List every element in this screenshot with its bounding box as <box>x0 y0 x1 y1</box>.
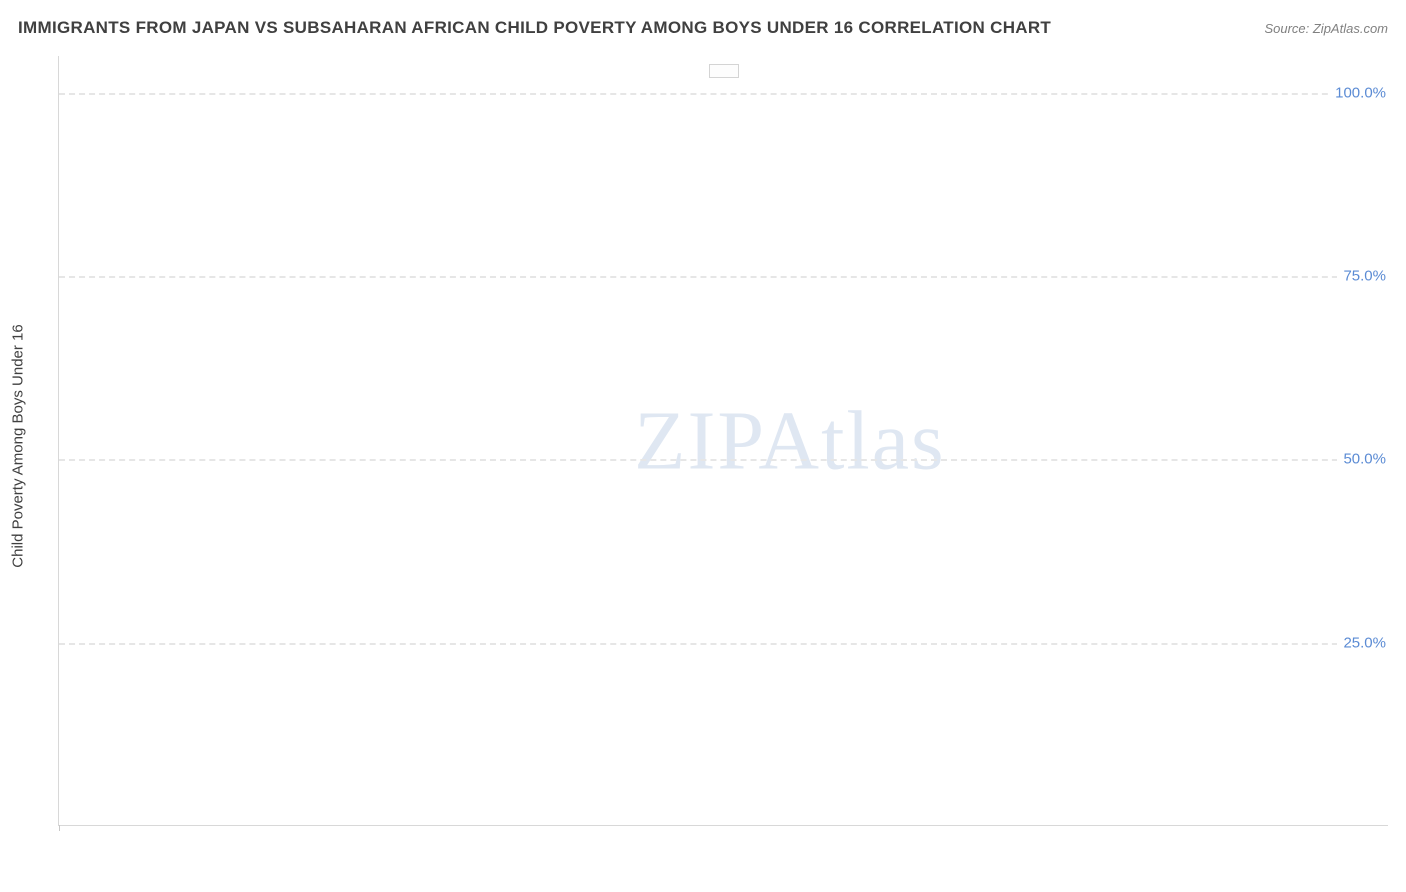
x-tick <box>59 825 60 831</box>
y-tick-label: 50.0% <box>1337 450 1390 469</box>
y-tick-label: 25.0% <box>1337 633 1390 652</box>
y-tick-label: 75.0% <box>1337 267 1390 286</box>
y-axis-title: Child Poverty Among Boys Under 16 <box>10 324 27 567</box>
gridline <box>59 459 1388 461</box>
y-tick-label: 100.0% <box>1329 83 1390 102</box>
stats-legend <box>709 64 739 78</box>
chart-title: IMMIGRANTS FROM JAPAN VS SUBSAHARAN AFRI… <box>18 18 1051 38</box>
gridline <box>59 93 1388 95</box>
scatter-plot-svg <box>59 56 1389 826</box>
plot-area: ZIPAtlas 25.0%50.0%75.0%100.0% <box>58 56 1388 826</box>
gridline <box>59 276 1388 278</box>
gridline <box>59 643 1388 645</box>
source-attribution: Source: ZipAtlas.com <box>1264 21 1388 36</box>
